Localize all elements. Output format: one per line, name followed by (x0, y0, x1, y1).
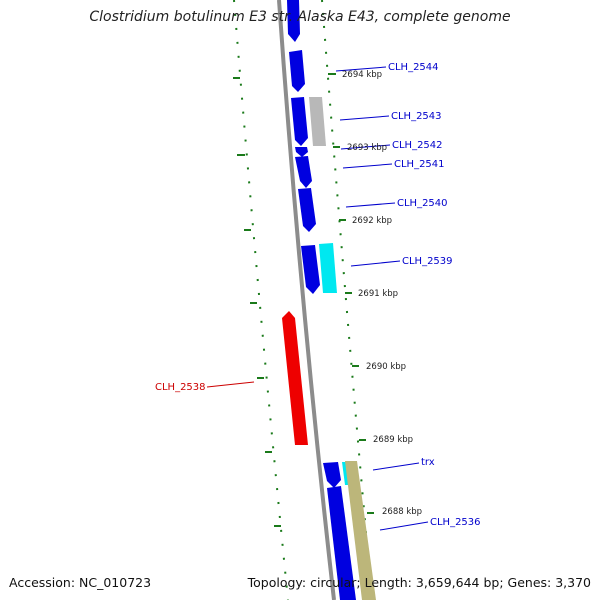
genome-backbone (277, 0, 336, 600)
genome-summary-text: Topology: circular; Length: 3,659,644 bp… (247, 575, 591, 590)
gene-arrow-CLH_2543-gray[interactable] (309, 97, 326, 146)
tick-label: 2694 kbp (342, 70, 382, 80)
position-ticks: 2694 kbp 2693 kbp 2692 kbp 2691 kbp 2690… (342, 70, 422, 517)
gene-label[interactable]: CLH_2539 (402, 256, 453, 267)
tick-label: 2690 kbp (366, 362, 406, 372)
gc-skew-track (233, 0, 374, 600)
gene-arrow-CLH_2539[interactable] (301, 245, 320, 294)
gene-arrow-CLH_2536[interactable] (327, 486, 356, 600)
accession-text: Accession: NC_010723 (9, 575, 152, 590)
gene-label[interactable]: CLH_2543 (391, 111, 442, 122)
leader-CLH_2542 (340, 144, 391, 150)
gene-label[interactable]: CLH_2541 (394, 159, 445, 170)
map-title: Clostridium botulinum E3 str. Alaska E43… (89, 9, 511, 25)
gc-skew-left-trace (233, 0, 289, 600)
gene-label[interactable]: CLH_2544 (388, 62, 439, 73)
leader-CLH_2543 (339, 115, 390, 121)
gene-arrow-CLH_2544[interactable] (289, 50, 305, 92)
leader-CLH_2540 (345, 202, 396, 208)
leader-CLH_2536 (379, 521, 429, 531)
gene-label[interactable]: CLH_2540 (397, 198, 448, 209)
gene-label[interactable]: trx (421, 457, 435, 468)
gene-arrow-trx[interactable] (323, 462, 341, 488)
gc-skew-right-trace (321, 0, 373, 600)
leader-CLH_2539 (350, 260, 401, 267)
gene-label[interactable]: CLH_2538 (155, 382, 206, 393)
tick-label: 2689 kbp (373, 435, 413, 445)
leader-trx (372, 462, 420, 471)
gene-features (282, 0, 376, 600)
gene-label[interactable]: CLH_2536 (430, 517, 481, 528)
gene-arrow-CLH_2542[interactable] (295, 147, 308, 157)
label-leaders (206, 66, 429, 531)
gene-arrow-CLH_2538[interactable] (282, 311, 308, 445)
gene-arrow-CLH_2541[interactable] (295, 156, 312, 188)
gene-label[interactable]: CLH_2542 (392, 140, 443, 151)
gene-arrow-CLH_2545[interactable] (287, 0, 300, 42)
gene-labels: CLH_2544 CLH_2543 CLH_2542 CLH_2541 CLH_… (155, 62, 481, 528)
gene-arrow-CLH_2539-cyan[interactable] (319, 243, 337, 293)
gene-arrow-CLH_2536-khaki[interactable] (345, 461, 376, 600)
leader-CLH_2538 (206, 381, 255, 388)
tick-label: 2692 kbp (352, 216, 392, 226)
gene-arrow-CLH_2543[interactable] (291, 97, 308, 146)
tick-label: 2691 kbp (358, 289, 398, 299)
tick-label: 2693 kbp (347, 143, 387, 153)
leader-CLH_2544 (335, 66, 387, 72)
gene-arrow-CLH_2540[interactable] (298, 188, 316, 232)
leader-CLH_2541 (342, 163, 393, 169)
tick-label: 2688 kbp (382, 507, 422, 517)
